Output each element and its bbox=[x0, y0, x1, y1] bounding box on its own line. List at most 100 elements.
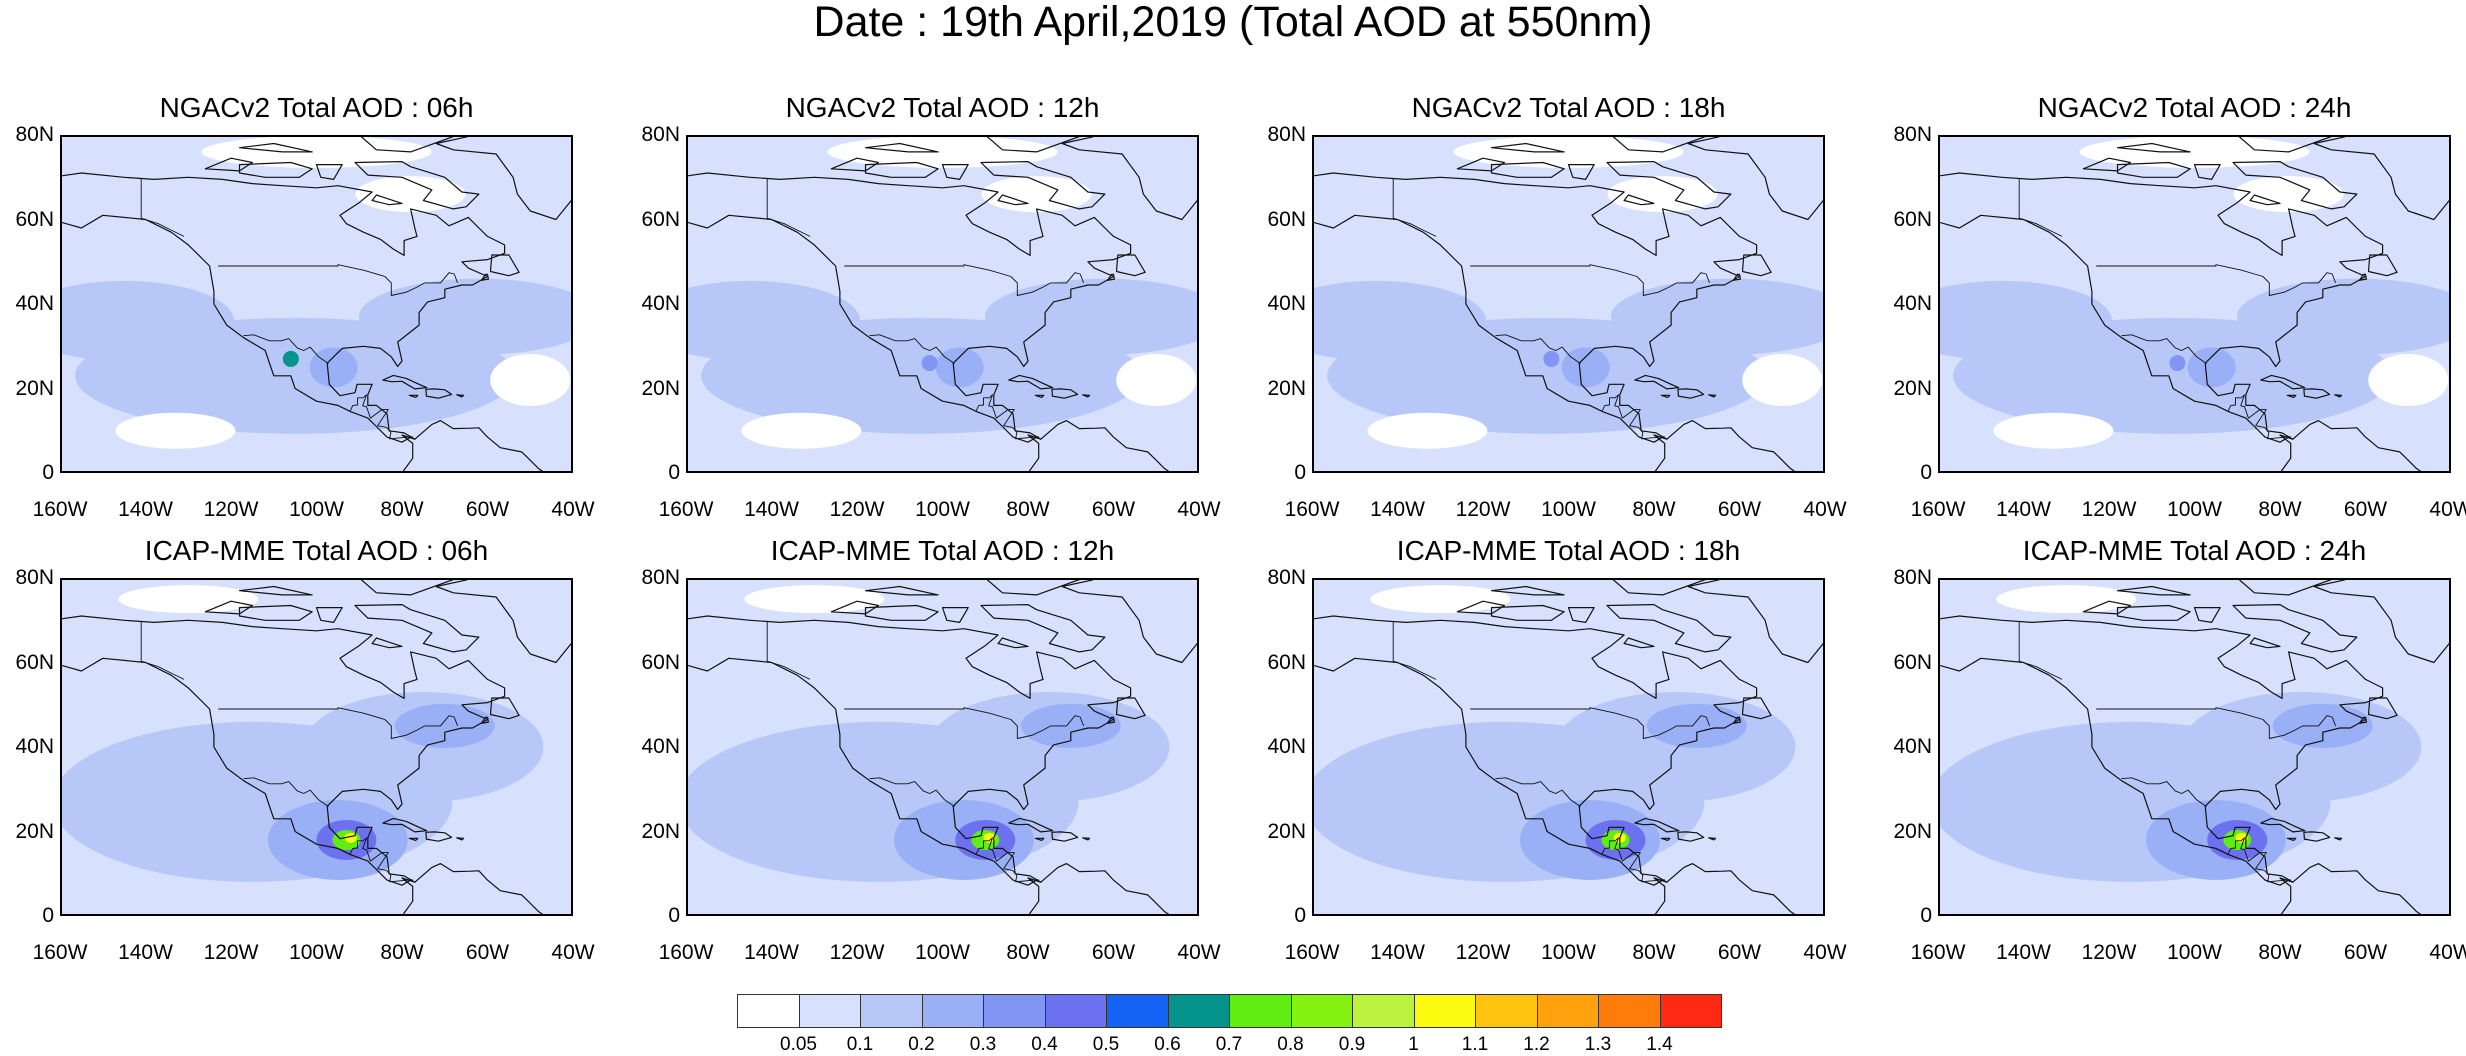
aod-clear-pacific bbox=[1367, 412, 1488, 449]
lat-tick-label: 80N bbox=[641, 566, 680, 589]
lat-tick-label: 60N bbox=[1267, 207, 1306, 231]
lat-tick-label: 80N bbox=[15, 566, 54, 589]
lat-tick-label: 40N bbox=[15, 735, 54, 758]
aod-map-icap-mme-06h bbox=[60, 578, 573, 916]
aod-hotspot-mexico bbox=[1543, 350, 1560, 367]
lon-tick-label: 40W bbox=[551, 941, 595, 964]
lat-tick-label: 80N bbox=[641, 123, 680, 146]
aod-hotspot-mexico bbox=[2169, 355, 2186, 372]
lon-tick-label: 160W bbox=[658, 498, 714, 521]
aod-band-pacific bbox=[1312, 280, 1487, 361]
lat-tick-label: 60N bbox=[641, 650, 680, 674]
aod-clear-pacific bbox=[741, 412, 862, 449]
lon-tick-label: 60W bbox=[465, 498, 510, 521]
map-frame bbox=[1938, 135, 2451, 473]
aod-map-ngacv2-06h bbox=[60, 135, 573, 473]
lon-tick-label: 40W bbox=[2429, 498, 2466, 521]
lat-tick-label: 60N bbox=[1893, 207, 1932, 231]
lon-tick-label: 100W bbox=[289, 498, 344, 521]
aod-clear-atlantic bbox=[490, 354, 571, 407]
lon-tick-label: 40W bbox=[551, 498, 595, 521]
coastlines bbox=[1312, 135, 1825, 473]
aod-map-ngacv2-24h bbox=[1938, 135, 2451, 473]
map-canvas bbox=[60, 578, 573, 916]
aod-band-atlantic bbox=[2236, 278, 2451, 355]
aod-clear-atlantic bbox=[1742, 354, 1823, 407]
colorbar-swatch bbox=[1413, 994, 1476, 1028]
aod-clear-arctic bbox=[201, 135, 432, 168]
lat-tick-label: 20N bbox=[1893, 376, 1932, 400]
lon-tick-label: 140W bbox=[1370, 498, 1425, 521]
lon-tick-label: 100W bbox=[289, 941, 344, 964]
lon-tick-label: 80W bbox=[2258, 941, 2302, 964]
lon-tick-label: 120W bbox=[2081, 498, 2137, 521]
aod-clear-arctic bbox=[1996, 585, 2137, 614]
lon-tick-label: 40W bbox=[1177, 498, 1221, 521]
colorbar-swatch bbox=[798, 994, 861, 1028]
lon-tick-label: 100W bbox=[2167, 941, 2222, 964]
map-frame bbox=[60, 135, 573, 473]
lon-tick-label: 60W bbox=[1717, 941, 1762, 964]
aod-clear-arctic bbox=[744, 585, 885, 614]
colorbar-swatch bbox=[1290, 994, 1353, 1028]
lon-tick-label: 140W bbox=[1996, 941, 2051, 964]
lat-tick-label: 80N bbox=[1267, 123, 1306, 146]
colorbar-swatch bbox=[737, 994, 800, 1028]
lon-tick-label: 40W bbox=[1803, 498, 1847, 521]
lon-tick-label: 40W bbox=[1803, 941, 1847, 964]
coastlines bbox=[1938, 135, 2451, 473]
panel-title: ICAP-MME Total AOD : 12h bbox=[770, 535, 1115, 566]
colorbar-label: 0.1 bbox=[846, 1034, 874, 1055]
map-frame bbox=[60, 578, 573, 916]
aod-map-icap-mme-24h bbox=[1938, 578, 2451, 916]
colorbar-label: 1.3 bbox=[1584, 1034, 1612, 1055]
map-canvas bbox=[1312, 135, 1825, 473]
lat-tick-label: 20N bbox=[1267, 819, 1306, 843]
aod-clear-arctic bbox=[827, 135, 1058, 168]
map-frame bbox=[1938, 578, 2451, 916]
aod-plume-northeast bbox=[1020, 703, 1121, 748]
lon-tick-label: 140W bbox=[744, 498, 799, 521]
lon-tick-label: 160W bbox=[32, 498, 88, 521]
map-canvas bbox=[686, 135, 1199, 473]
colorbar-swatch bbox=[921, 994, 984, 1028]
aod-plume-northeast bbox=[394, 703, 495, 748]
colorbar-label: 0.05 bbox=[780, 1034, 817, 1055]
lat-tick-label: 0 bbox=[1294, 904, 1306, 927]
lon-tick-label: 80W bbox=[1632, 941, 1676, 964]
aod-hotspot-core bbox=[344, 832, 357, 843]
panel-title: ICAP-MME Total AOD : 06h bbox=[144, 535, 489, 566]
lat-tick-label: 80N bbox=[1267, 566, 1306, 589]
lat-tick-label: 40N bbox=[1893, 735, 1932, 758]
aod-clear-arctic bbox=[2079, 135, 2310, 168]
aod-map-icap-mme-18h bbox=[1312, 578, 1825, 916]
lon-tick-label: 160W bbox=[1284, 498, 1340, 521]
aod-hotspot-core bbox=[2235, 832, 2248, 843]
aod-hotspot-mexico bbox=[282, 350, 299, 367]
aod-band-atlantic bbox=[1610, 278, 1825, 355]
aod-band-atlantic bbox=[984, 278, 1199, 355]
aod-hotspot-core bbox=[983, 832, 996, 843]
aod-plume-gulf bbox=[935, 347, 984, 388]
lon-tick-label: 80W bbox=[380, 498, 424, 521]
aod-plume-gulf bbox=[2187, 347, 2236, 388]
lat-tick-label: 0 bbox=[668, 904, 680, 927]
colorbar-label: 1.1 bbox=[1461, 1034, 1489, 1055]
lon-tick-label: 120W bbox=[1455, 941, 1511, 964]
lon-tick-label: 80W bbox=[2258, 498, 2302, 521]
colorbar-swatch bbox=[1167, 994, 1230, 1028]
lat-tick-label: 40N bbox=[641, 292, 680, 315]
colorbar-label: 0.3 bbox=[969, 1034, 997, 1055]
colorbar-label: 0.6 bbox=[1154, 1034, 1181, 1055]
aod-clear-pacific bbox=[1993, 412, 2114, 449]
aod-band-pacific bbox=[60, 280, 235, 361]
lon-tick-label: 160W bbox=[658, 941, 714, 964]
lat-tick-label: 20N bbox=[15, 819, 54, 843]
map-frame bbox=[686, 135, 1199, 473]
aod-band-atlantic bbox=[358, 278, 573, 355]
colorbar-label: 1.4 bbox=[1646, 1034, 1673, 1055]
lat-tick-label: 40N bbox=[15, 292, 54, 315]
panel-title: NGACv2 Total AOD : 12h bbox=[785, 92, 1100, 123]
lat-tick-label: 80N bbox=[15, 123, 54, 146]
map-frame bbox=[686, 578, 1199, 916]
